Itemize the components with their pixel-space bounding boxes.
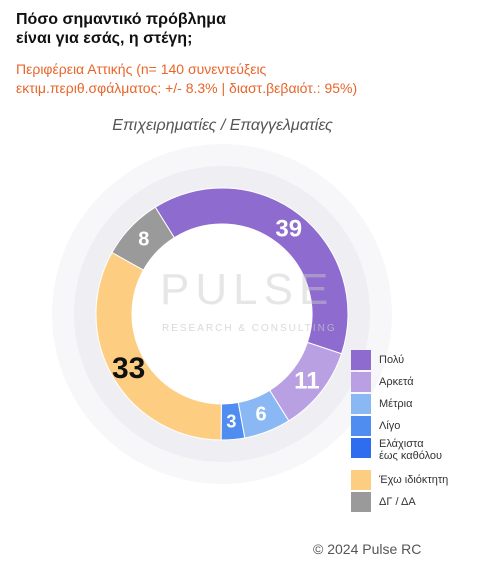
legend-label: ΔΓ / ΔΑ (379, 492, 469, 508)
data-label-6: 33 (112, 352, 145, 385)
legend-item-4: Λίγο (351, 416, 469, 436)
legend-label: Αρκετά (379, 372, 469, 388)
legend-label-line: Πολύ (379, 354, 405, 366)
data-label-7: 8 (138, 229, 149, 251)
watermark-main: PULSE (160, 265, 335, 314)
legend-item-1: Πολύ (351, 350, 469, 370)
legend-swatch (351, 372, 371, 392)
legend-label-line: Ελάχιστα (379, 438, 424, 450)
legend-item-5: Ελάχιστα έως καθόλου (351, 438, 469, 462)
title-line-2: είναι για εσάς, η στέγη; (16, 30, 193, 47)
legend-label-line: Μέτρια (379, 398, 413, 410)
legend-item-7: ΔΓ / ΔΑ (351, 492, 469, 512)
data-label-4: 3 (226, 412, 236, 432)
data-label-1: 39 (275, 216, 302, 243)
legend-label-line: Λίγο (379, 420, 401, 432)
legend-item-2: Αρκετά (351, 372, 469, 392)
legend-label: Ελάχιστα έως καθόλου (379, 438, 469, 462)
legend-swatch (351, 470, 371, 490)
legend-label: Λίγο (379, 416, 469, 432)
legend-swatch (351, 438, 371, 458)
legend-swatch (351, 416, 371, 436)
group-label: Επιχειρηματίες / Επαγγελματίες (112, 117, 333, 134)
watermark-sub: RESEARCH & CONSULTING (162, 323, 337, 334)
copyright-text: © 2024 Pulse RC (313, 541, 422, 557)
legend-label-line: Έχω ιδιόκτητη (379, 474, 449, 486)
subtitle-line-2: εκτιμ.περιθ.σφάλματος: +/- 8.3% | διαστ.… (16, 80, 358, 96)
title-line-1: Πόσο σημαντικό πρόβλημα (16, 11, 226, 28)
data-label-3: 6 (255, 404, 266, 426)
legend-label: Μέτρια (379, 394, 469, 410)
legend-label-line: Αρκετά (379, 376, 414, 388)
donut-slice-7 (111, 206, 175, 271)
legend-swatch (351, 492, 371, 512)
legend-item-3: Μέτρια (351, 394, 469, 414)
chart-title: Πόσο σημαντικό πρόβλημα είναι για εσάς, … (16, 10, 226, 48)
legend-swatch (351, 350, 371, 370)
legend-label-line: έως καθόλου (379, 450, 443, 462)
legend-swatch (351, 394, 371, 414)
legend-label: Πολύ (379, 350, 469, 366)
donut-slice-1 (154, 187, 349, 355)
subtitle-line-1: Περιφέρεια Αττικής (n= 140 συνεντεύξεις (16, 61, 267, 77)
legend-label: Έχω ιδιόκτητη (379, 470, 469, 486)
legend-label-line: ΔΓ / ΔΑ (379, 496, 416, 508)
data-label-2: 11 (294, 367, 319, 394)
donut-hole (132, 224, 312, 404)
legend-item-6: Έχω ιδιόκτητη (351, 470, 469, 490)
